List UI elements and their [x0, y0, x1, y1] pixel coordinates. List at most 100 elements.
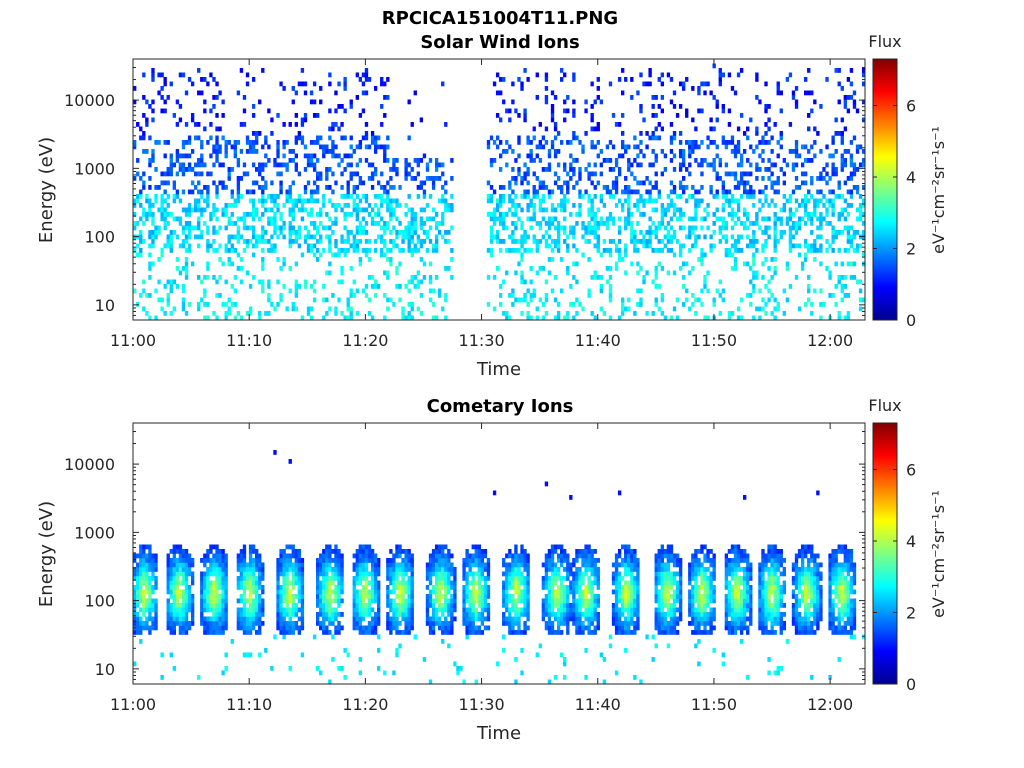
heatmap-cell [380, 203, 384, 208]
heatmap-cell [450, 616, 454, 622]
heatmap-cell [212, 230, 216, 235]
heatmap-cell [639, 212, 643, 217]
heatmap-cell [431, 558, 436, 563]
heatmap-cell [861, 221, 866, 226]
heatmap-cell [233, 153, 237, 159]
heatmap-cell [587, 288, 591, 294]
heatmap-cell [636, 90, 640, 96]
heatmap-cell [218, 571, 222, 577]
heatmap-cell [508, 594, 512, 599]
heatmap-cell [154, 185, 158, 190]
heatmap-cell [724, 225, 729, 231]
y-tick-label: 10 [95, 296, 115, 315]
heatmap-cell [407, 567, 411, 572]
heatmap-cell [169, 158, 173, 163]
heatmap-cell [300, 558, 305, 563]
heatmap-cell [526, 625, 530, 631]
heatmap-cell [547, 221, 552, 226]
heatmap-cell [578, 212, 582, 217]
heatmap-cell [297, 598, 302, 604]
heatmap-cell [258, 315, 262, 321]
heatmap-cell [450, 275, 454, 280]
heatmap-cell [428, 261, 433, 267]
heatmap-cell [819, 212, 823, 217]
heatmap-cell [178, 630, 183, 635]
heatmap-cell [248, 558, 253, 563]
heatmap-cell [730, 234, 735, 240]
heatmap-cell [495, 661, 500, 667]
heatmap-cell [255, 567, 259, 572]
heatmap-cell [163, 198, 167, 204]
heatmap-cell [709, 126, 713, 132]
heatmap-cell [770, 293, 774, 298]
heatmap-cell [495, 113, 500, 118]
heatmap-cell [166, 603, 170, 608]
heatmap-cell [133, 198, 137, 204]
heatmap-cell [218, 576, 222, 581]
heatmap-cell [184, 257, 189, 262]
heatmap-cell [355, 616, 359, 622]
heatmap-cell [517, 140, 521, 145]
heatmap-cell [181, 616, 186, 622]
heatmap-cell [337, 252, 341, 258]
heatmap-cell [309, 284, 314, 289]
heatmap-cell [569, 302, 573, 307]
heatmap-cell [480, 630, 485, 635]
heatmap-cell [654, 135, 658, 141]
heatmap-cell [389, 567, 393, 572]
y-tick-label: 1000 [74, 159, 115, 178]
heatmap-cell [502, 621, 506, 626]
heatmap-cell [303, 153, 308, 159]
heatmap-cell [221, 580, 225, 586]
heatmap-cell [776, 81, 780, 87]
heatmap-cell [395, 230, 399, 235]
heatmap-cell [331, 230, 335, 235]
heatmap-cell [364, 571, 369, 577]
heatmap-cell [804, 221, 808, 226]
heatmap-cell [358, 225, 363, 231]
heatmap-cell [590, 126, 594, 132]
heatmap-cell [154, 603, 158, 608]
heatmap-cell [785, 221, 790, 226]
heatmap-cell [721, 185, 725, 190]
heatmap-cell [251, 585, 256, 590]
heatmap-cell [441, 630, 445, 635]
heatmap-cell [404, 585, 408, 590]
heatmap-cell [523, 580, 527, 586]
heatmap-cell [358, 144, 363, 150]
x-tick-label: 12:00 [807, 331, 853, 350]
heatmap-cell [282, 612, 286, 617]
heatmap-cell [178, 198, 183, 204]
heatmap-cell [258, 625, 262, 631]
heatmap-cell [843, 180, 847, 186]
heatmap-cell [849, 81, 854, 87]
heatmap-cell [669, 225, 674, 231]
heatmap-cell [672, 234, 677, 240]
heatmap-cell [431, 607, 436, 613]
heatmap-cell [602, 203, 607, 208]
heatmap-cell [776, 176, 780, 181]
heatmap-cell [230, 167, 234, 172]
heatmap-cell [736, 198, 741, 204]
heatmap-cell [160, 252, 164, 258]
heatmap-cell [526, 167, 530, 172]
heatmap-cell [270, 198, 274, 204]
heatmap-cell [688, 162, 692, 168]
heatmap-cell [172, 612, 176, 617]
heatmap-cell [511, 248, 515, 253]
heatmap-cell [221, 589, 225, 595]
heatmap-cell [358, 571, 363, 577]
heatmap-cell [654, 113, 658, 118]
heatmap-cell [648, 243, 652, 249]
heatmap-cell [782, 158, 786, 163]
heatmap-cell [386, 562, 390, 568]
heatmap-cell [148, 266, 152, 271]
heatmap-cell [788, 207, 793, 213]
heatmap-cell [654, 207, 658, 213]
heatmap-cell [383, 153, 387, 159]
heatmap-cell [532, 216, 536, 222]
heatmap-cell [288, 212, 292, 217]
heatmap-cell [800, 198, 805, 204]
heatmap-cell [852, 90, 857, 96]
heatmap-cell [322, 571, 326, 577]
